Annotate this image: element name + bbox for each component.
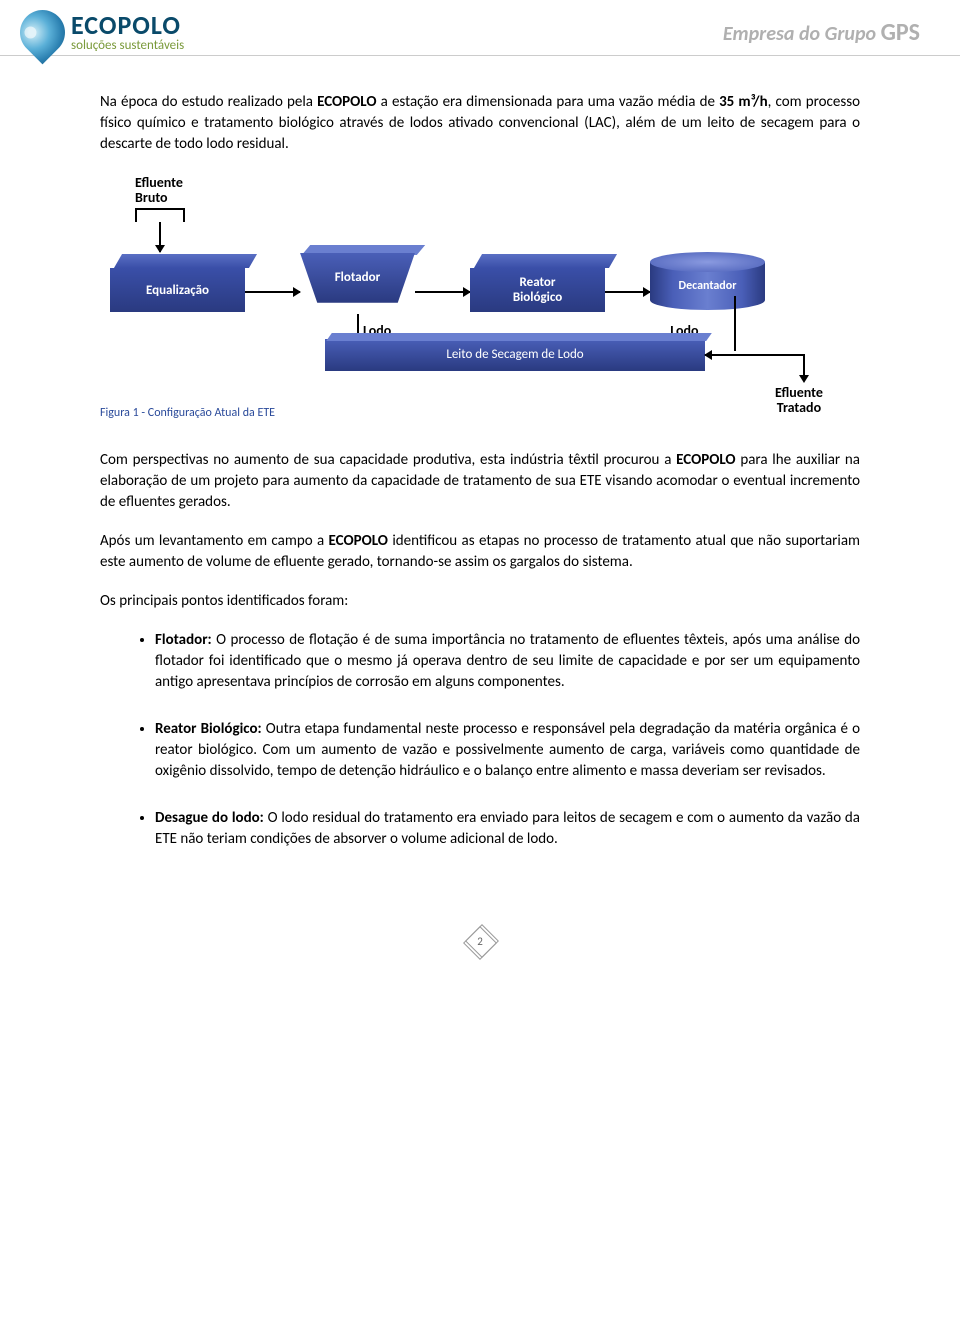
flow-diagram: Efluente EfluenteBruto Equalização Flota… [100, 175, 860, 371]
list-item: Reator Biológico: Outra etapa fundamenta… [155, 719, 860, 782]
paragraph-2: Com perspectivas no aumento de sua capac… [100, 450, 860, 513]
arrow-down-icon [159, 222, 161, 252]
decantador-box: Decantador [650, 252, 765, 312]
paragraph-3: Após um levantamento em campo a ECOPOLO … [100, 531, 860, 573]
page-number: 2 [463, 935, 497, 948]
header-brand: GPS [881, 18, 920, 47]
efluente-bruto-label: Efluente EfluenteBruto [135, 175, 860, 206]
leito-row: Leito de Secagem de Lodo EfluenteTratado [110, 339, 860, 371]
equalizacao-box: Equalização [110, 254, 245, 309]
figure-caption: Figura 1 - Configuração Atual da ETE [100, 406, 860, 420]
reator-box: ReatorBiológico [470, 254, 605, 309]
arrow-right-icon [415, 291, 470, 293]
header-right-text: Empresa do Grupo [723, 22, 881, 46]
paragraph-4: Os principais pontos identificados foram… [100, 591, 860, 612]
split-line-icon [740, 354, 805, 356]
flotador-box: Flotador [300, 253, 415, 311]
arrow-right-icon [245, 291, 300, 293]
page-number-ornament: 2 [463, 926, 497, 960]
arrow-left-icon [705, 354, 745, 356]
content-area: Na época do estudo realizado pela ECOPOL… [0, 62, 960, 896]
logo-area: ECOPOLO soluções sustentáveis [20, 10, 184, 55]
logo-sub-text: soluções sustentáveis [71, 38, 184, 53]
page-header: ECOPOLO soluções sustentáveis Empresa do… [0, 0, 960, 56]
list-item: Desague do lodo: O lodo residual do trat… [155, 808, 860, 850]
leito-box: Leito de Secagem de Lodo [325, 339, 705, 371]
arrow-right-icon [605, 291, 650, 293]
list-item: Flotador: O processo de flotação é de su… [155, 630, 860, 693]
logo-icon [11, 1, 75, 65]
logo-main-text: ECOPOLO [71, 12, 184, 38]
bracket-icon [135, 208, 185, 222]
intro-paragraph: Na época do estudo realizado pela ECOPOL… [100, 92, 860, 155]
line-down-icon [803, 355, 805, 377]
page-footer: 2 [0, 926, 960, 985]
reator-label: ReatorBiológico [470, 268, 605, 312]
process-row: Equalização Flotador ReatorBiológico Dec… [110, 252, 860, 312]
efluente-tratado-label: EfluenteTratado [775, 385, 823, 416]
flotador-label: Flotador [300, 253, 415, 303]
bullet-list: Flotador: O processo de flotação é de su… [155, 630, 860, 850]
line-down-icon [734, 296, 736, 351]
arrowhead-down-icon [799, 375, 809, 383]
header-right: Empresa do Grupo GPS [723, 18, 920, 47]
equalizacao-label: Equalização [110, 268, 245, 312]
